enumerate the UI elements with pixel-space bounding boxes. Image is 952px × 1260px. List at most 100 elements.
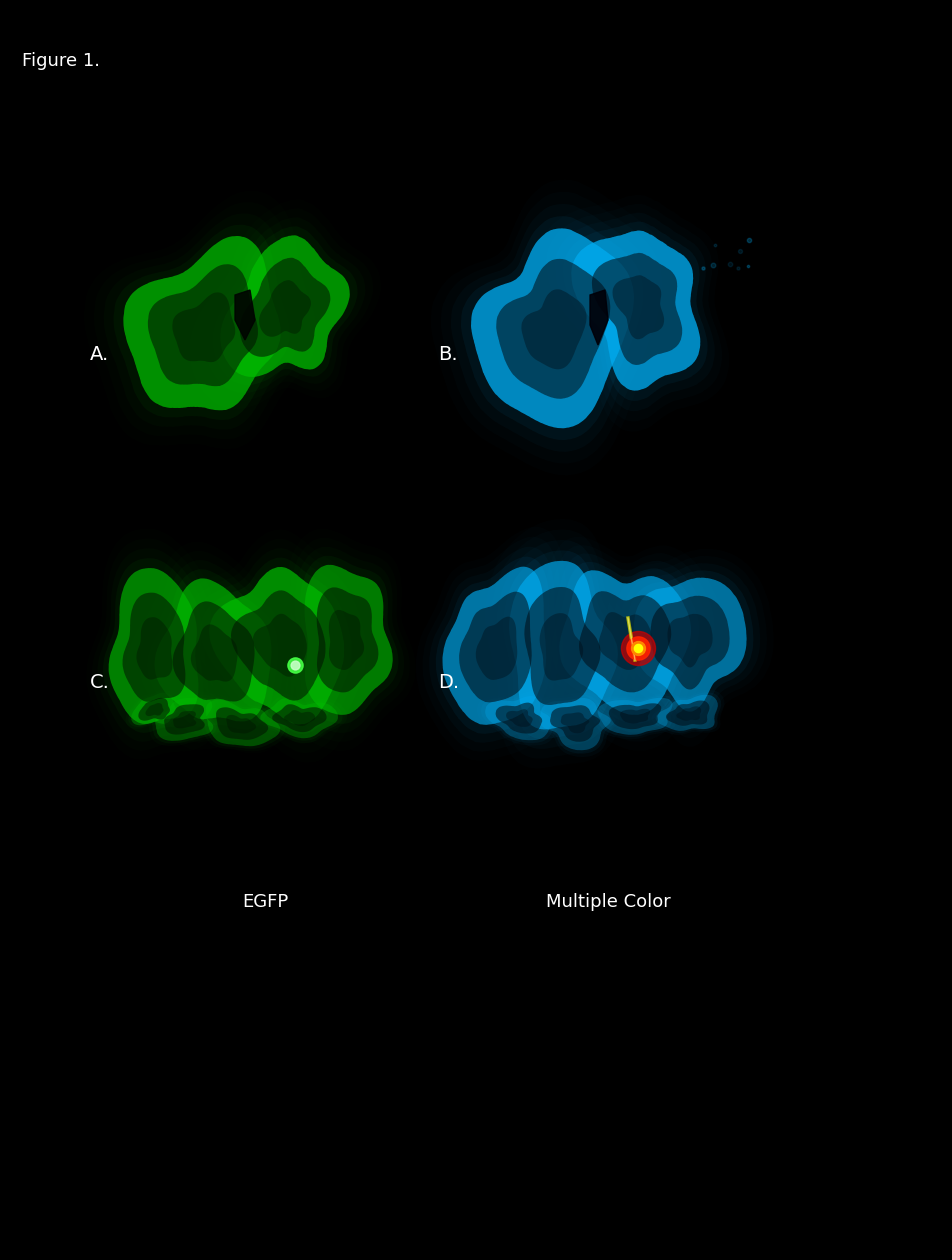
Polygon shape [138,698,170,721]
Polygon shape [209,567,345,724]
Polygon shape [227,714,256,733]
Polygon shape [525,587,601,706]
Polygon shape [561,712,589,733]
Polygon shape [592,253,683,365]
Polygon shape [317,587,378,693]
Polygon shape [190,625,238,682]
Polygon shape [235,290,255,340]
Text: C.: C. [90,673,109,692]
Point [630,638,645,658]
Polygon shape [200,558,351,733]
Polygon shape [131,693,176,726]
Polygon shape [164,704,205,735]
Point [630,638,645,658]
Point [707,234,723,255]
Polygon shape [220,236,349,377]
Polygon shape [136,617,172,679]
Point [288,655,303,675]
Polygon shape [496,258,610,399]
Polygon shape [259,280,311,336]
Point [732,241,747,261]
Polygon shape [240,258,330,357]
Polygon shape [550,706,600,742]
Polygon shape [503,551,625,740]
Polygon shape [593,696,677,737]
Polygon shape [148,265,258,387]
Polygon shape [506,709,533,727]
Polygon shape [539,698,611,750]
Polygon shape [123,592,186,702]
Text: Multiple Color: Multiple Color [545,893,670,911]
Polygon shape [535,696,615,753]
Point [742,231,757,251]
Polygon shape [486,696,552,740]
Polygon shape [650,596,729,689]
Polygon shape [328,610,364,670]
Text: EGFP: EGFP [242,893,288,911]
Polygon shape [146,703,164,716]
Polygon shape [255,696,343,741]
Polygon shape [216,707,268,740]
Polygon shape [612,275,664,339]
Polygon shape [471,228,634,428]
Polygon shape [172,601,254,702]
Polygon shape [305,564,393,714]
Polygon shape [560,571,691,714]
Polygon shape [676,707,702,721]
Point [630,638,645,658]
Text: B.: B. [438,344,458,363]
Polygon shape [666,701,709,726]
Polygon shape [459,592,532,702]
Polygon shape [599,612,651,670]
Polygon shape [656,694,718,731]
Polygon shape [109,568,198,724]
Polygon shape [540,614,584,680]
Polygon shape [284,711,315,726]
Polygon shape [667,614,713,668]
Polygon shape [231,591,326,701]
Polygon shape [651,693,722,733]
Text: D.: D. [438,673,459,692]
Polygon shape [563,222,707,401]
Polygon shape [609,703,662,730]
Polygon shape [300,556,399,723]
Polygon shape [551,562,699,723]
Polygon shape [173,711,196,728]
Polygon shape [124,236,281,411]
Polygon shape [443,567,546,724]
Polygon shape [509,561,618,730]
Point [741,256,756,276]
Point [695,257,710,277]
Point [723,255,738,275]
Polygon shape [206,699,280,746]
Polygon shape [626,571,753,721]
Point [630,638,645,658]
Polygon shape [476,616,517,680]
Polygon shape [155,698,213,741]
Polygon shape [212,227,358,386]
Polygon shape [461,217,644,440]
Polygon shape [579,591,671,692]
Polygon shape [436,557,552,733]
Polygon shape [620,708,650,723]
Polygon shape [148,570,278,730]
Point [731,258,746,278]
Polygon shape [154,578,271,722]
Polygon shape [129,690,179,727]
Text: Figure 1.: Figure 1. [22,52,100,71]
Polygon shape [202,697,285,748]
Point [705,255,721,275]
Text: A.: A. [90,344,109,363]
Polygon shape [172,292,235,362]
Polygon shape [634,577,746,712]
Polygon shape [253,614,307,677]
Polygon shape [522,290,586,369]
Polygon shape [481,693,556,743]
Point [288,655,303,675]
Polygon shape [151,694,217,743]
Polygon shape [496,703,543,733]
Polygon shape [590,290,608,345]
Polygon shape [113,224,289,420]
Polygon shape [571,231,701,391]
Polygon shape [103,558,204,733]
